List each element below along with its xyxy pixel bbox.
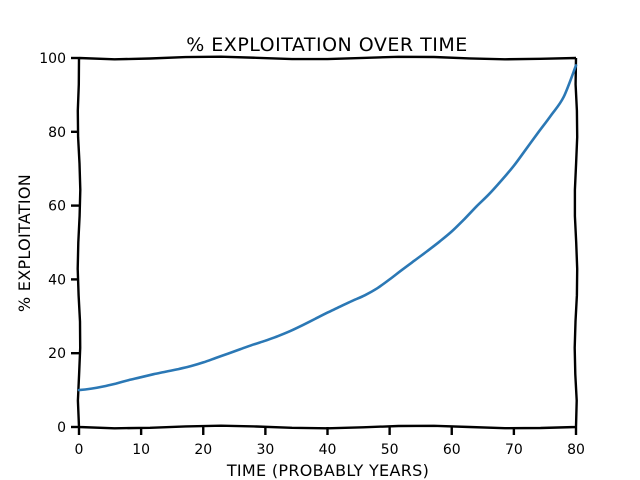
x-tick-label: 0: [75, 442, 84, 458]
x-tick-label: 70: [505, 442, 523, 458]
x-tick-label: 10: [132, 442, 150, 458]
x-tick-label: 20: [194, 442, 212, 458]
x-tick-label: 80: [567, 442, 585, 458]
x-tick-label: 30: [256, 442, 274, 458]
axis-ticks: 0 10 20 30 40 50 60 70 80 0 20 40 60 80 100: [39, 51, 585, 458]
y-tick-label: 60: [48, 199, 66, 215]
y-tick-label: 100: [39, 51, 66, 67]
chart-title: % EXPLOITATION OVER TIME: [186, 34, 468, 56]
y-tick-label: 0: [57, 420, 66, 436]
x-tick-label: 60: [443, 442, 461, 458]
x-tick-label: 50: [381, 442, 399, 458]
plot-frame: [76, 55, 579, 430]
y-axis-label: % EXPLOITATION: [15, 174, 34, 312]
y-tick-label: 20: [48, 346, 66, 362]
series-line: [77, 64, 578, 392]
y-tick-label: 80: [48, 125, 66, 141]
x-axis-label: TIME (PROBABLY YEARS): [226, 461, 429, 480]
series-layer: [77, 64, 578, 392]
y-tick-label: 40: [48, 272, 66, 288]
x-tick-label: 40: [319, 442, 337, 458]
